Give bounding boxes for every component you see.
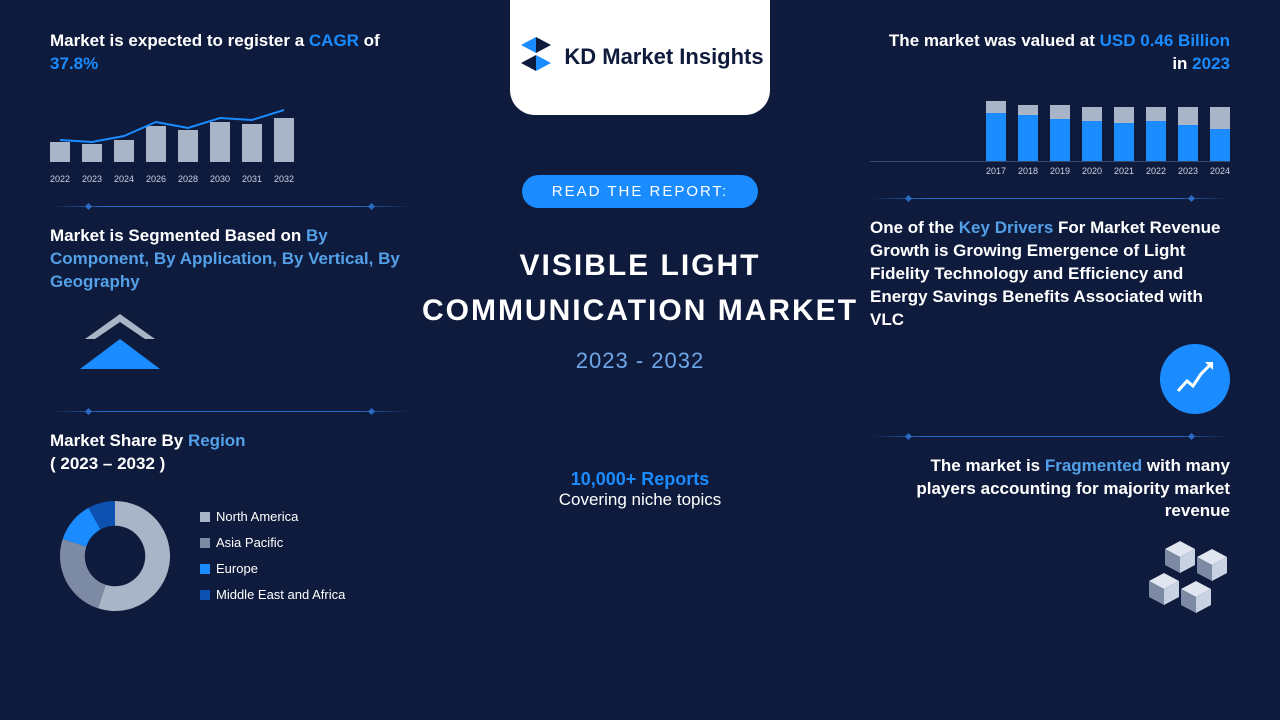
- fragmented-cubes-icon: [1130, 541, 1230, 621]
- brand-name: KD Market Insights: [564, 45, 763, 69]
- region-legend: North AmericaAsia PacificEuropeMiddle Ea…: [200, 504, 345, 608]
- legend-item: Europe: [200, 556, 345, 582]
- stacked-bar: [1082, 107, 1102, 161]
- segment-arrows-icon: [75, 314, 165, 384]
- growth-trend-icon: [1160, 344, 1230, 414]
- fragmented-text: The market is Fragmented with many playe…: [870, 455, 1230, 524]
- center-column: KD Market Insights READ THE REPORT: VISI…: [420, 0, 860, 510]
- drivers-text: One of the Key Drivers For Market Revenu…: [870, 217, 1230, 332]
- region-donut-chart: [50, 491, 180, 621]
- brand-logo-box: KD Market Insights: [510, 0, 770, 115]
- valuation-bar-labels: 20172018201920202021202220232024: [870, 166, 1230, 176]
- stacked-bar: [1018, 105, 1038, 161]
- section-divider: [50, 206, 410, 207]
- legend-item: Middle East and Africa: [200, 582, 345, 608]
- stacked-bar: [1146, 107, 1166, 161]
- legend-item: Asia Pacific: [200, 530, 345, 556]
- valuation-bar-chart: [870, 94, 1230, 162]
- left-column: Market is expected to register a CAGR of…: [50, 30, 410, 621]
- read-report-button[interactable]: READ THE REPORT:: [522, 175, 758, 208]
- region-donut-wrap: North AmericaAsia PacificEuropeMiddle Ea…: [50, 491, 410, 621]
- valuation-text: The market was valued at USD 0.46 Billio…: [870, 30, 1230, 76]
- section-divider-r2: [870, 436, 1230, 437]
- cagr-text: Market is expected to register a CAGR of…: [50, 30, 410, 76]
- stacked-bar: [1050, 105, 1070, 161]
- stacked-bar: [986, 101, 1006, 161]
- stacked-bar: [1178, 107, 1198, 161]
- brand-mark-icon: [516, 33, 556, 83]
- reports-subtitle: Covering niche topics: [420, 490, 860, 510]
- segment-text: Market is Segmented Based on By Componen…: [50, 225, 410, 294]
- reports-count: 10,000+ Reports: [420, 469, 860, 490]
- stacked-bar: [1210, 107, 1230, 161]
- section-divider-r1: [870, 198, 1230, 199]
- year-range: 2023 - 2032: [420, 348, 860, 374]
- stacked-bar: [1114, 107, 1134, 161]
- cagr-combo-chart: 20222023202420262028203020312032: [50, 94, 370, 184]
- legend-item: North America: [200, 504, 345, 530]
- region-title: Market Share By Region ( 2023 – 2032 ): [50, 430, 410, 476]
- right-column: The market was valued at USD 0.46 Billio…: [870, 30, 1230, 626]
- main-title: VISIBLE LIGHT COMMUNICATION MARKET: [420, 243, 860, 333]
- section-divider-2: [50, 411, 410, 412]
